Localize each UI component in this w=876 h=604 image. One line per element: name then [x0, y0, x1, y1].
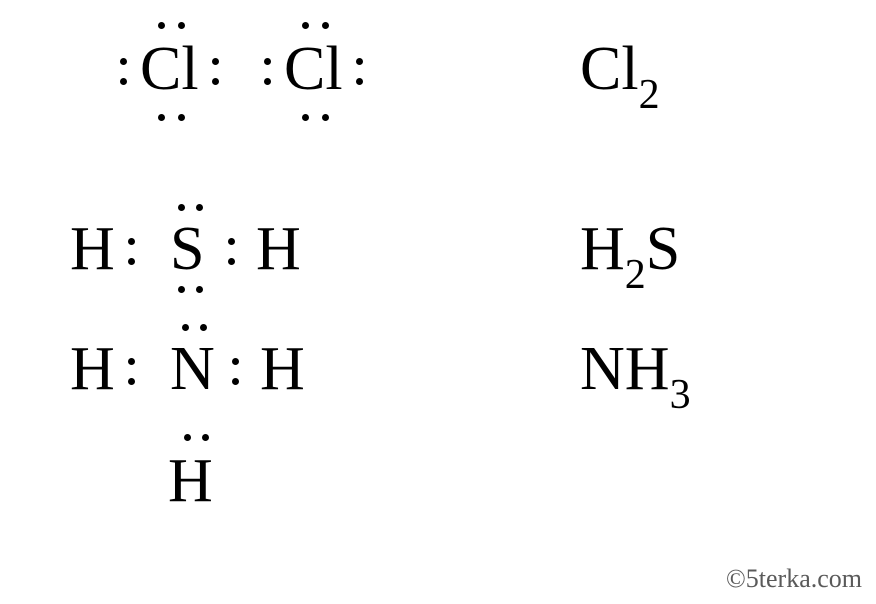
atom-n: N	[170, 338, 215, 400]
formula-h2s: H2S	[580, 218, 680, 290]
electron-dot	[158, 114, 165, 121]
electron-dot	[178, 114, 185, 121]
formula-cl2-sub: 2	[639, 72, 660, 118]
diagram-container: Cl Cl Cl2 H S H H2S H N H H NH3 ©5terka.…	[0, 0, 876, 604]
electron-dot	[182, 324, 189, 331]
electron-dot	[322, 22, 329, 29]
formula-cl2-text: Cl	[580, 35, 639, 103]
electron-dot	[128, 378, 135, 385]
electron-dot	[302, 114, 309, 121]
formula-nh3: NH3	[580, 338, 691, 410]
credit-text: ©5terka.com	[726, 564, 862, 594]
atom-h-2: H	[256, 218, 301, 280]
electron-dot	[212, 58, 219, 65]
electron-dot	[184, 434, 191, 441]
formula-cl2: Cl2	[580, 38, 660, 110]
electron-dot	[212, 78, 219, 85]
electron-dot	[120, 58, 127, 65]
formula-nh3-sub: 3	[670, 372, 691, 418]
electron-dot	[232, 358, 239, 365]
atom-cl-2: Cl	[284, 38, 343, 100]
electron-dot	[128, 358, 135, 365]
electron-dot	[196, 286, 203, 293]
atom-h-4: H	[260, 338, 305, 400]
electron-dot	[302, 22, 309, 29]
electron-dot	[322, 114, 329, 121]
formula-h2s-text: H	[580, 215, 625, 283]
electron-dot	[232, 378, 239, 385]
atom-h-1: H	[70, 218, 115, 280]
atom-h-5: H	[168, 450, 213, 512]
electron-dot	[178, 286, 185, 293]
atom-h-3: H	[70, 338, 115, 400]
electron-dot	[200, 324, 207, 331]
electron-dot	[120, 78, 127, 85]
electron-dot	[202, 434, 209, 441]
electron-dot	[128, 258, 135, 265]
electron-dot	[158, 22, 165, 29]
atom-s: S	[170, 218, 204, 280]
formula-nh3-text: NH	[580, 335, 670, 403]
electron-dot	[178, 204, 185, 211]
electron-dot	[128, 238, 135, 245]
electron-dot	[356, 58, 363, 65]
electron-dot	[228, 238, 235, 245]
electron-dot	[178, 22, 185, 29]
electron-dot	[196, 204, 203, 211]
electron-dot	[264, 58, 271, 65]
electron-dot	[356, 78, 363, 85]
electron-dot	[264, 78, 271, 85]
formula-h2s-suffix: S	[646, 215, 680, 283]
formula-h2s-sub: 2	[625, 252, 646, 298]
electron-dot	[228, 258, 235, 265]
atom-cl-1: Cl	[140, 38, 199, 100]
